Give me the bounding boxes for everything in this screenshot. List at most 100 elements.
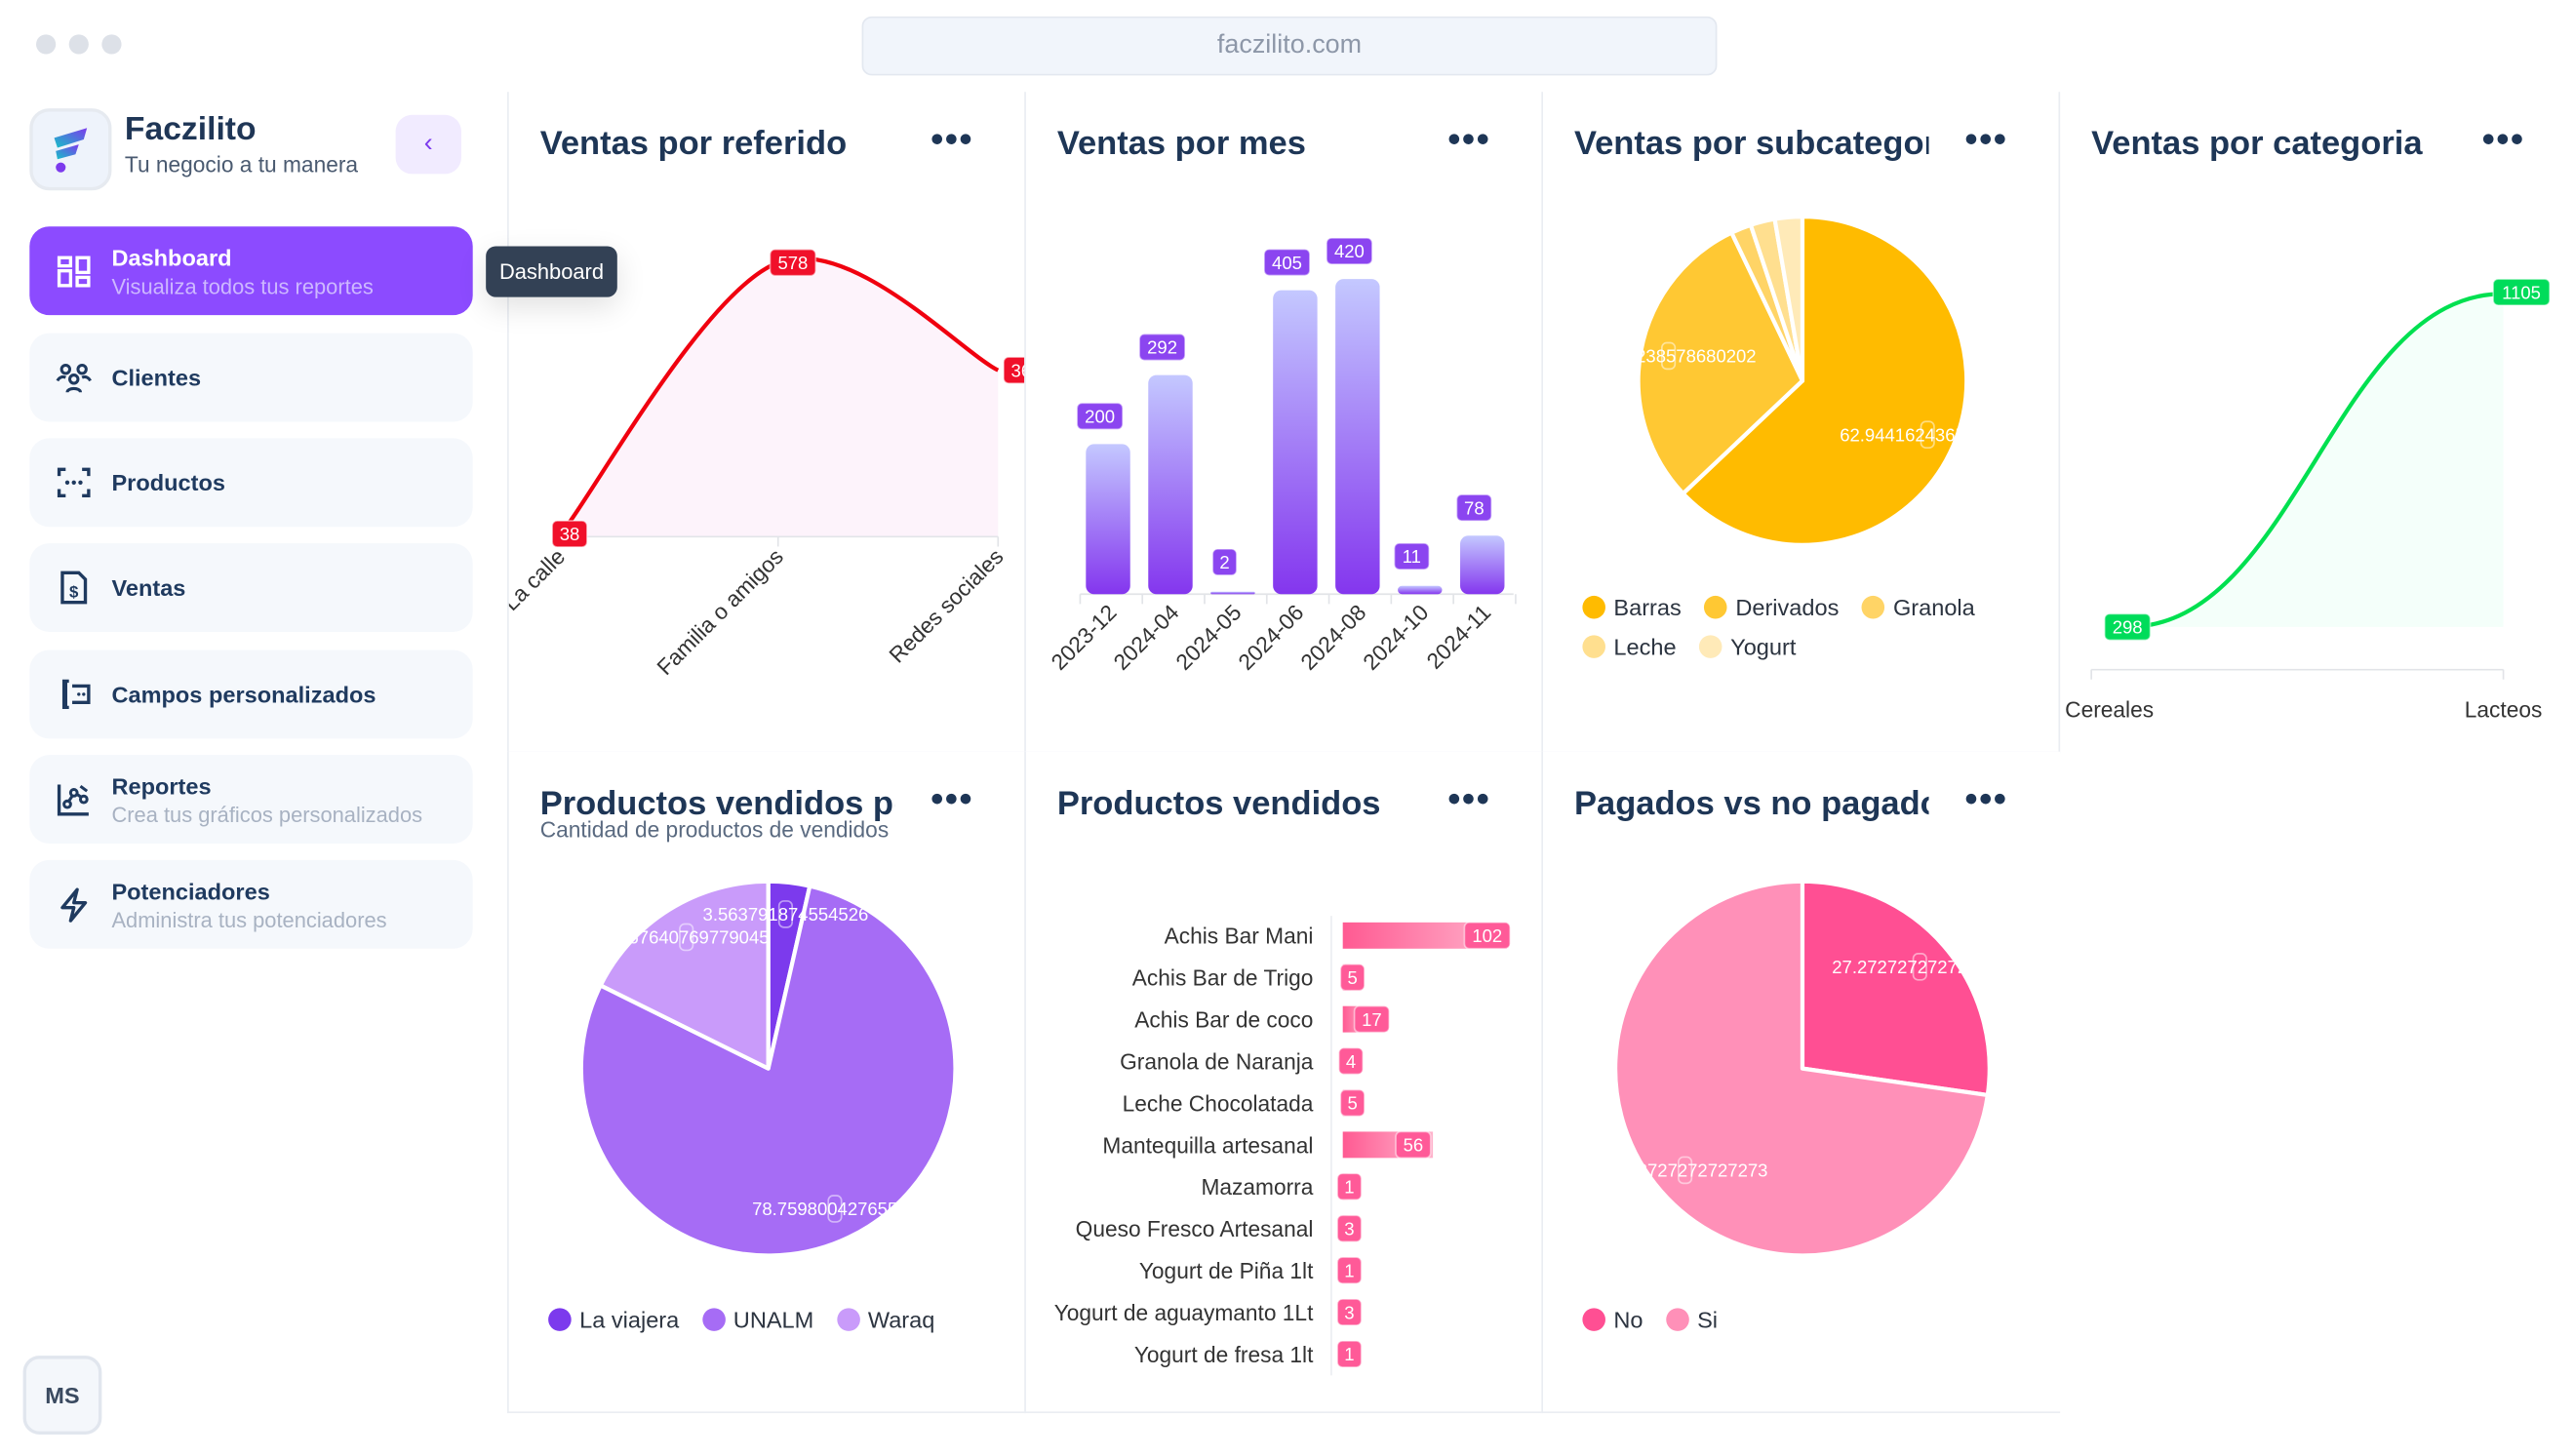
more-options-icon[interactable]: ••• — [1964, 118, 2008, 160]
legend-item[interactable]: Derivados — [1704, 594, 1839, 620]
bar-data-label: 11 — [1393, 542, 1431, 571]
legend-label: Granola — [1892, 594, 1975, 621]
bar[interactable] — [1086, 444, 1130, 595]
legend-label: Si — [1697, 1306, 1719, 1333]
bar-data-label: 2 — [1211, 548, 1238, 576]
svg-text:292: 292 — [1147, 337, 1177, 358]
legend-item[interactable]: No — [1582, 1307, 1643, 1333]
bar[interactable] — [1148, 374, 1193, 595]
dashboard-grid-icon — [56, 253, 92, 289]
collapse-sidebar-button[interactable]: ‹ — [395, 114, 461, 175]
avatar[interactable]: MS — [22, 1356, 102, 1435]
sidebar-item-reportes[interactable]: Reportes Crea tus gráficos personalizados — [29, 755, 473, 845]
legend-item[interactable]: Barras — [1582, 594, 1682, 621]
chart-card: Achis Bar Mani 102 Achis Bar de Trigo 5 Achi… — [1024, 751, 1544, 1414]
bar[interactable] — [1335, 279, 1380, 595]
x-tick-label: Familia o amigos — [652, 543, 788, 680]
pie-slice-si[interactable] — [1612, 879, 1990, 1258]
users-icon — [56, 360, 92, 396]
window-maximize-dot[interactable] — [101, 34, 122, 55]
bar[interactable] — [1273, 290, 1318, 595]
more-options-icon[interactable]: ••• — [931, 118, 974, 160]
chart-title: Ventas por categoria — [2091, 124, 2423, 163]
legend-item[interactable]: Yogurt — [1699, 634, 1796, 660]
svg-text:5: 5 — [1347, 967, 1357, 988]
legend-label: Barras — [1613, 594, 1682, 621]
x-tick-label: 2024-04 — [1108, 600, 1183, 675]
sidebar-item-label: Productos — [111, 469, 225, 496]
y-tick-label: Achis Bar Mani — [1165, 924, 1314, 949]
chart-canvas: 200 2023-12 292 2024-04 2 2024-05 405 2024-06 42… — [1046, 237, 1517, 675]
y-tick-label: Queso Fresco Artesanal — [1076, 1216, 1314, 1241]
window-close-dot[interactable] — [36, 34, 57, 55]
legend-swatch — [1704, 595, 1727, 619]
legend-swatch — [1582, 1308, 1605, 1331]
pie-slice-yogurt[interactable] — [1772, 215, 1805, 383]
address-bar[interactable]: faczilito.com — [861, 16, 1718, 76]
bar-data-label: 56 — [1395, 1130, 1432, 1160]
sidebar-item-description: Crea tus gráficos personalizados — [111, 802, 423, 827]
x-tick-label: 2023-12 — [1046, 600, 1121, 675]
bar-data-label: 420 — [1326, 237, 1373, 265]
pie-slice-barras[interactable] — [1681, 215, 1969, 547]
pie-data-label: 78.75980042765502 — [752, 1195, 918, 1223]
x-tick-label: Lacteos — [2465, 696, 2543, 722]
sidebar-item-productos[interactable]: Productos — [29, 438, 473, 528]
legend-item[interactable]: Granola — [1861, 594, 1975, 621]
window-minimize-dot[interactable] — [68, 34, 89, 55]
pie-slice-no[interactable] — [1800, 879, 1992, 1098]
more-options-icon[interactable]: ••• — [2481, 118, 2525, 160]
sidebar-item-ventas[interactable]: $ Ventas — [29, 543, 473, 632]
bar[interactable] — [1398, 585, 1443, 595]
bar[interactable] — [1210, 591, 1255, 595]
more-options-icon[interactable]: ••• — [1447, 777, 1491, 819]
svg-text:56: 56 — [1404, 1135, 1424, 1156]
y-tick-label: Achis Bar de Trigo — [1132, 965, 1314, 991]
sidebar-item-campos-personalizados[interactable]: Campos personalizados — [29, 649, 473, 739]
y-tick-label: Yogurt de aguaymanto 1Lt — [1054, 1300, 1314, 1325]
legend-label: Derivados — [1735, 594, 1840, 621]
pie-data-label: 62.944162436548226 — [1840, 420, 2015, 450]
more-options-icon[interactable]: ••• — [1964, 777, 2008, 819]
legend-item[interactable]: UNALM — [701, 1307, 813, 1333]
pie-data-label: 17.67640769779045 — [604, 923, 770, 952]
y-tick-label: Granola de Naranja — [1120, 1048, 1314, 1074]
y-tick-label: Achis Bar de coco — [1134, 1007, 1313, 1033]
pie-data-label: 29.949238578680202 — [1581, 341, 1757, 371]
line-point-label: 298 — [2103, 612, 2152, 642]
bar-data-label: 200 — [1076, 402, 1124, 431]
svg-text:578: 578 — [777, 253, 808, 273]
text-field-icon — [56, 676, 92, 712]
legend-item[interactable]: Waraq — [836, 1307, 934, 1333]
legend-item[interactable]: La viajera — [548, 1307, 679, 1333]
tooltip: Dashboard — [486, 246, 617, 297]
more-options-icon[interactable]: ••• — [1447, 118, 1491, 160]
pie-slice-unalm[interactable] — [578, 884, 958, 1258]
faczilito-logo-icon — [54, 128, 88, 173]
legend-swatch — [1582, 595, 1605, 619]
legend-item[interactable]: Si — [1666, 1307, 1718, 1333]
bar-data-label: 1 — [1336, 1340, 1363, 1368]
brand-logo — [29, 108, 112, 191]
bar-data-label: 1 — [1336, 1172, 1363, 1201]
bar-data-label: 4 — [1337, 1046, 1365, 1076]
svg-text:200: 200 — [1085, 406, 1115, 426]
y-tick-label: Yogurt de fresa 1lt — [1134, 1342, 1314, 1367]
brand-title: Faczilito — [124, 111, 257, 148]
sidebar-item-potenciadores[interactable]: Potenciadores Administra tus potenciadore… — [29, 859, 473, 949]
svg-text:102: 102 — [1472, 925, 1502, 946]
pie-data-label: 72.72727272727273 — [1603, 1156, 1767, 1185]
svg-text:1: 1 — [1344, 1344, 1354, 1364]
brand-subtitle: Tu negocio a tu manera — [124, 152, 359, 177]
svg-text:17.67640769779045: 17.67640769779045 — [604, 927, 770, 948]
legend-swatch — [701, 1308, 726, 1331]
bar-data-label: 5 — [1339, 1088, 1366, 1118]
more-options-icon[interactable]: ••• — [931, 777, 974, 819]
svg-text:78: 78 — [1464, 497, 1485, 518]
sidebar-item-dashboard[interactable]: Dashboard Visualiza todos tus reportes — [29, 226, 473, 316]
svg-text:78.75980042765502: 78.75980042765502 — [752, 1199, 918, 1219]
sidebar-item-clientes[interactable]: Clientes — [29, 333, 473, 422]
legend-item[interactable]: Leche — [1582, 634, 1677, 660]
bar[interactable] — [1460, 535, 1505, 595]
pie-slice-waraq[interactable] — [598, 879, 771, 1071]
